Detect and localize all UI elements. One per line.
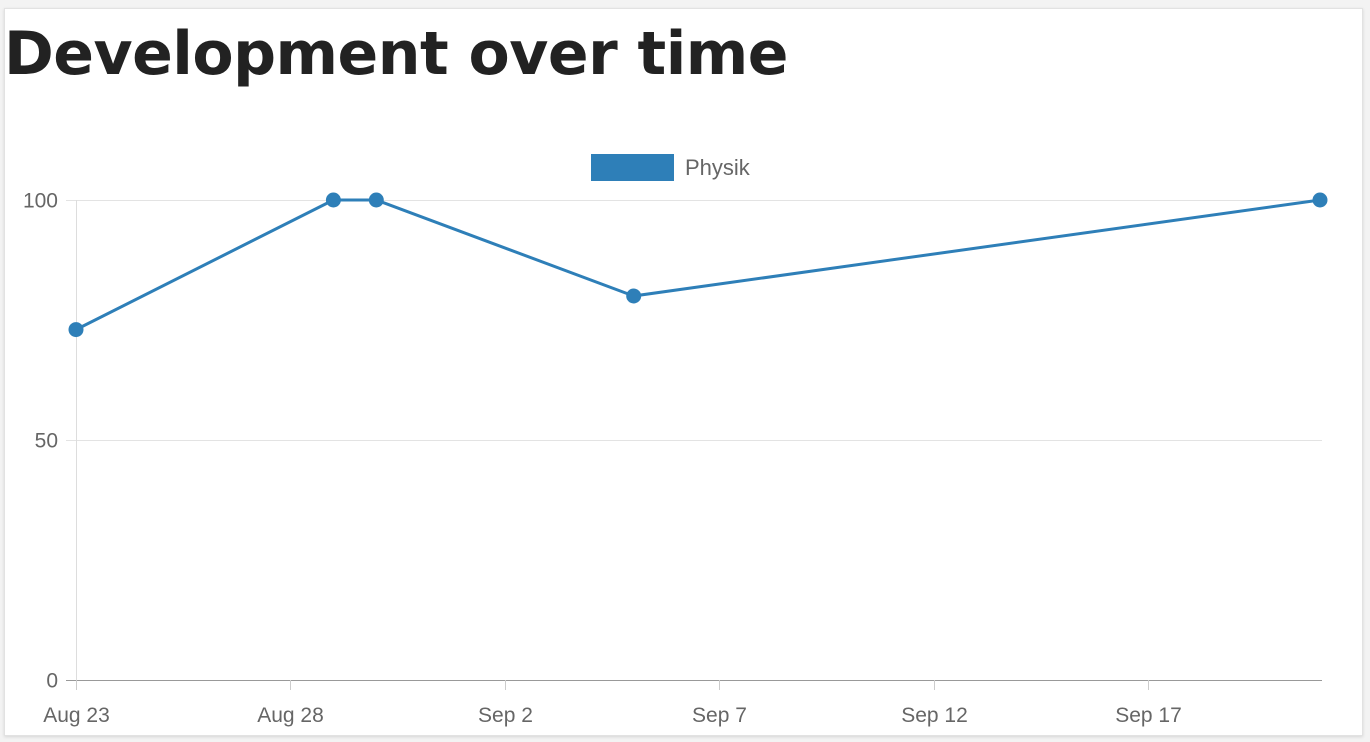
y-tick-label: 100 bbox=[23, 190, 58, 213]
x-tick-label: Sep 17 bbox=[1115, 704, 1182, 727]
y-tick-label: 0 bbox=[46, 670, 58, 693]
data-point[interactable] bbox=[325, 192, 341, 208]
x-tick-label: Aug 23 bbox=[43, 704, 110, 727]
grid-layer bbox=[66, 200, 1322, 681]
axis-layer: 0 50 100 Aug 23 Aug 28 Sep 2 Sep 7 Sep 12 Sep 17 bbox=[23, 190, 1182, 728]
x-tick-label: Sep 2 bbox=[478, 704, 533, 727]
x-tick-label: Aug 28 bbox=[257, 704, 324, 727]
chart-card bbox=[4, 8, 1363, 736]
chart-legend[interactable]: Physik bbox=[591, 154, 751, 181]
page-title: Development over time bbox=[4, 19, 789, 89]
legend-swatch[interactable] bbox=[591, 154, 674, 181]
data-point[interactable] bbox=[68, 322, 84, 338]
data-point[interactable] bbox=[368, 192, 384, 208]
y-tick-label: 50 bbox=[35, 430, 58, 453]
data-point[interactable] bbox=[626, 288, 642, 304]
x-tick-label: Sep 7 bbox=[692, 704, 747, 727]
series-layer bbox=[68, 192, 1328, 338]
x-tick-label: Sep 12 bbox=[901, 704, 968, 727]
data-point[interactable] bbox=[1312, 192, 1328, 208]
series-line bbox=[75, 198, 1321, 331]
legend-label[interactable]: Physik bbox=[685, 155, 751, 180]
